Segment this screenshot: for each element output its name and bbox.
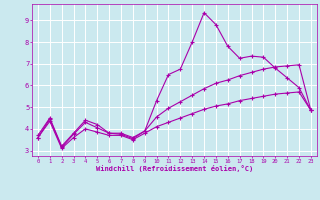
X-axis label: Windchill (Refroidissement éolien,°C): Windchill (Refroidissement éolien,°C): [96, 165, 253, 172]
